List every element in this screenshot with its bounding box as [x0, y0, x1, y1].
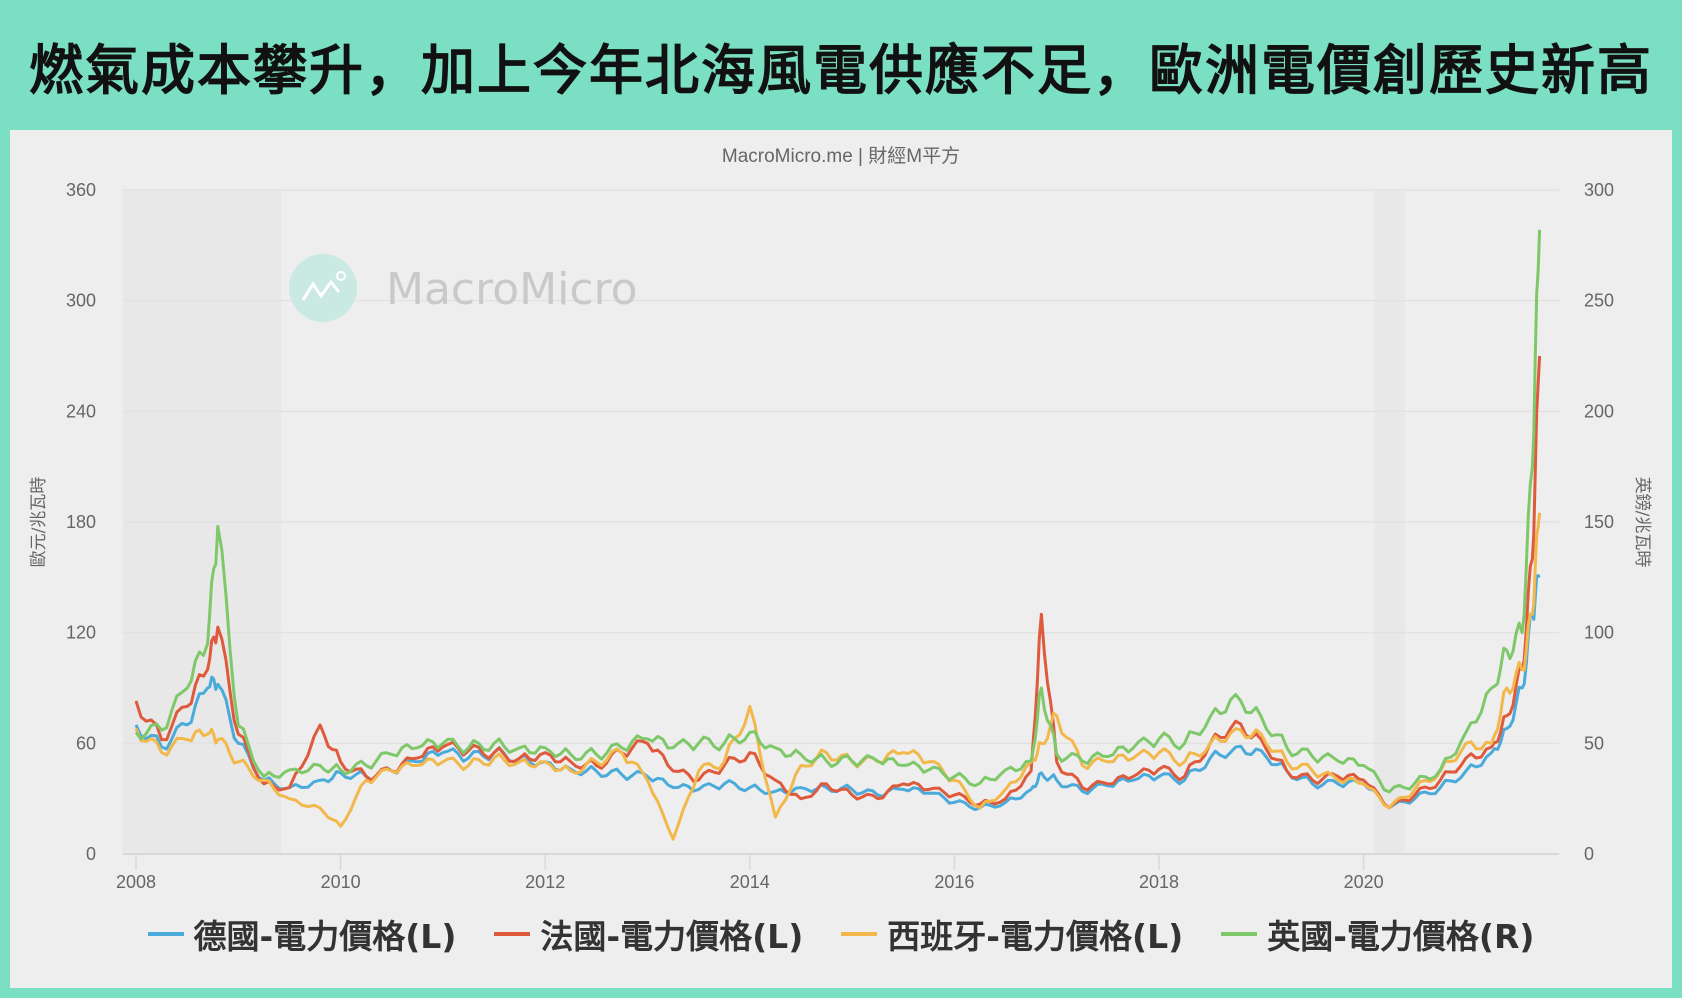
svg-text:2010: 2010: [321, 872, 361, 892]
svg-text:250: 250: [1584, 291, 1614, 311]
svg-text:60: 60: [76, 733, 96, 753]
svg-text:150: 150: [1584, 512, 1614, 532]
svg-text:2020: 2020: [1344, 872, 1384, 892]
y-axis-left: 0 60 120 180 240 300 360: [66, 180, 96, 864]
series-line-france: [134, 355, 1542, 810]
svg-text:50: 50: [1584, 733, 1604, 753]
svg-text:2018: 2018: [1139, 872, 1179, 892]
legend-label-spain: 西班牙-電力價格(L): [887, 917, 1184, 956]
chart-legend: 德國-電力價格(L) 法國-電力價格(L) 西班牙-電力價格(L) 英國-電力價…: [0, 910, 1682, 958]
legend-swatch-germany: [147, 932, 184, 936]
svg-text:2016: 2016: [934, 872, 974, 892]
svg-text:100: 100: [1584, 623, 1614, 643]
svg-text:180: 180: [66, 512, 96, 532]
svg-text:2014: 2014: [730, 872, 770, 892]
series-line-uk: [134, 229, 1542, 794]
legend-item-uk[interactable]: 英國-電力價格(R): [1221, 910, 1534, 958]
y-axis-right-title: 英鎊/兆瓦時: [1632, 477, 1652, 568]
headline-title: 燃氣成本攀升，加上今年北海風電供應不足，歐洲電價創歷史新高: [29, 38, 1653, 102]
svg-text:300: 300: [1584, 180, 1614, 200]
svg-text:300: 300: [66, 291, 96, 311]
y-axis-left-title: 歐元/兆瓦時: [29, 477, 49, 568]
headline-banner: 燃氣成本攀升，加上今年北海風電供應不足，歐洲電價創歷史新高: [0, 0, 1682, 130]
watermark-logo-icon: [289, 254, 357, 322]
svg-text:0: 0: [1584, 844, 1594, 864]
legend-label-france: 法國-電力價格(L): [540, 917, 804, 956]
svg-text:200: 200: [1584, 401, 1614, 421]
svg-text:360: 360: [66, 180, 96, 200]
source-credit: MacroMicro.me | 財經M平方: [722, 145, 960, 167]
legend-label-uk: 英國-電力價格(R): [1267, 917, 1535, 956]
legend-label-germany: 德國-電力價格(L): [193, 917, 457, 956]
svg-text:2012: 2012: [525, 872, 565, 892]
y-axis-right: 0 50 100 150 200 250 300: [1584, 180, 1614, 864]
legend-item-france[interactable]: 法國-電力價格(L): [494, 910, 803, 958]
series-lines: [134, 229, 1542, 841]
legend-swatch-uk: [1221, 932, 1258, 936]
svg-text:0: 0: [86, 844, 96, 864]
chart-line-icon: [301, 279, 341, 301]
svg-text:2008: 2008: [116, 872, 156, 892]
legend-swatch-france: [494, 932, 531, 936]
watermark-logo: MacroMicro: [289, 254, 638, 322]
legend-item-spain[interactable]: 西班牙-電力價格(L): [841, 910, 1183, 958]
legend-swatch-spain: [841, 932, 878, 936]
watermark-text: MacroMicro: [386, 264, 638, 315]
x-axis: 2008 2010 2012 2014 2016 2018 2020: [116, 853, 1559, 892]
svg-text:120: 120: [66, 623, 96, 643]
svg-text:240: 240: [66, 401, 96, 421]
gridlines: [123, 189, 1559, 745]
legend-item-germany[interactable]: 德國-電力價格(L): [147, 910, 457, 958]
